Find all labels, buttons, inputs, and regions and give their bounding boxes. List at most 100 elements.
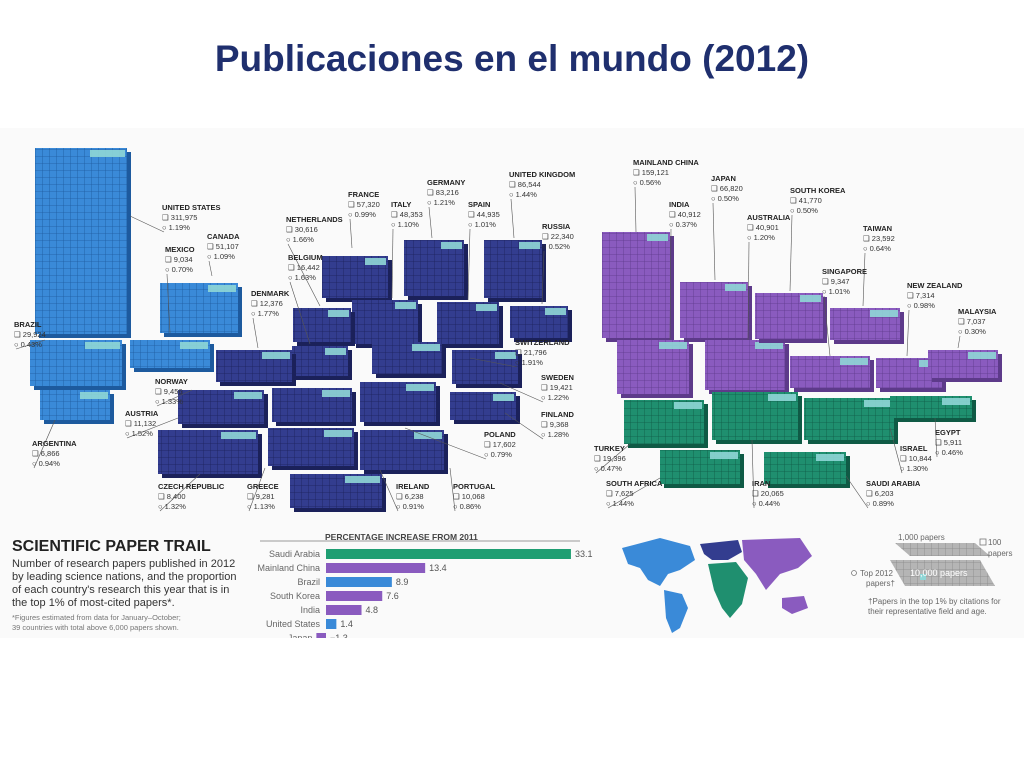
block-mexico: [130, 340, 214, 372]
bar-value-label: 7.6: [386, 591, 399, 601]
country-name: ISRAEL: [900, 444, 928, 453]
block-belgium: [292, 346, 352, 380]
legend-note-line: their representative field and age.: [868, 607, 987, 616]
country-name: SOUTH KOREA: [790, 186, 846, 195]
leader-line: [404, 427, 487, 460]
country-top-percent: ○ 1.19%: [162, 223, 190, 232]
country-top-percent: ○ 0.43%: [14, 340, 42, 349]
country-top-percent: ○ 0.46%: [935, 448, 963, 457]
country-name: IRELAND: [396, 482, 430, 491]
block-top-cells: [659, 342, 687, 349]
country-name: TURKEY: [594, 444, 625, 453]
block-top-cells: [840, 358, 868, 365]
block-netherlands: [293, 308, 355, 346]
bar-india: [326, 605, 362, 615]
map-asia: [742, 538, 812, 590]
leader-line: [747, 241, 750, 341]
leader-line: [499, 382, 544, 403]
country-name: SWEDEN: [541, 373, 574, 382]
block-face: [404, 240, 464, 296]
block-top-cells: [674, 402, 702, 409]
country-top-percent: ○ 0.47%: [594, 464, 622, 473]
block-top-cells: [493, 394, 514, 401]
country-papers: ❑ 9,281: [247, 492, 275, 501]
legend-top2012: Top 2012: [860, 569, 893, 578]
block-top-cells: [710, 452, 738, 459]
block-united-states: [35, 148, 131, 338]
label-south-africa: SOUTH AFRICA❑ 7,625○ 1.44%: [606, 477, 663, 509]
country-top-percent: ○ 0.37%: [669, 220, 697, 229]
legend-ten-thousand-block: [890, 560, 995, 586]
label-italy: ITALY❑ 48,353○ 1.10%: [391, 200, 423, 299]
block-germany: [404, 240, 468, 300]
block-top-cells: [755, 342, 783, 349]
block-top-cells: [864, 400, 892, 407]
block-top-cells: [870, 310, 898, 317]
leader-line: [906, 309, 910, 357]
country-papers: ❑ 10,844: [900, 454, 932, 463]
country-name: GERMANY: [427, 178, 465, 187]
block-ireland: [360, 430, 448, 474]
block-top-cells: [262, 352, 290, 359]
block-france: [322, 256, 392, 302]
country-papers: ❑ 19,421: [541, 383, 573, 392]
country-papers: ❑ 159,121: [633, 168, 669, 177]
leader-line: [467, 228, 471, 301]
label-czech-republic: CZECH REPUBLIC❑ 8,400○ 1.32%: [158, 473, 225, 512]
block-top-cells: [942, 398, 970, 405]
country-top-percent: ○ 0.64%: [863, 244, 891, 253]
label-france: FRANCE❑ 57,320○ 0.99%: [348, 190, 380, 249]
country-top-percent: ○ 1.63%: [288, 273, 316, 282]
country-top-percent: ○ 0.91%: [396, 502, 424, 511]
legend-top2012-papers: papers†: [866, 579, 895, 588]
block-top-cells: [365, 258, 386, 265]
block-top-cells: [647, 234, 668, 241]
country-name: PORTUGAL: [453, 482, 496, 491]
country-papers: ❑ 30,616: [286, 225, 318, 234]
bar-category-label: Brazil: [297, 577, 320, 587]
map-europe: [700, 540, 742, 560]
leader-line: [957, 335, 961, 349]
country-name: SINGAPORE: [822, 267, 867, 276]
country-name: RUSSIA: [542, 222, 571, 231]
country-papers: ❑ 86,544: [509, 180, 541, 189]
country-name: MAINLAND CHINA: [633, 158, 699, 167]
trail-desc-line: by leading science nations, and the prop…: [12, 571, 236, 583]
leader-line: [595, 443, 631, 474]
legend-top-cell: [920, 574, 926, 580]
leader-line: [669, 228, 672, 341]
country-top-percent: ○ 1.01%: [822, 287, 850, 296]
leader-line: [823, 295, 831, 357]
label-israel: ISRAEL❑ 10,844○ 1.30%: [889, 427, 932, 474]
country-name: SWITZERLAND: [515, 338, 570, 347]
bar-south-korea: [326, 591, 383, 601]
label-turkey: TURKEY❑ 19,396○ 0.47%: [594, 443, 631, 474]
country-name: POLAND: [484, 430, 516, 439]
label-taiwan: TAIWAN❑ 23,592○ 0.64%: [862, 224, 895, 307]
country-top-percent: ○ 0.98%: [907, 301, 935, 310]
country-top-percent: ○ 1.10%: [391, 220, 419, 229]
label-switzerland: SWITZERLAND❑ 21,796○ 1.91%: [469, 338, 570, 368]
country-papers: ❑ 44,935: [468, 210, 500, 219]
leader-line: [208, 260, 213, 277]
leader-line: [934, 417, 938, 458]
block-india: [617, 340, 693, 398]
block-top-cells: [208, 285, 236, 292]
country-name: NETHERLANDS: [286, 215, 343, 224]
label-singapore: SINGAPORE❑ 9,347○ 1.01%: [822, 267, 867, 357]
trail-footnote-line: 39 countries with total above 6,000 pape…: [12, 623, 179, 632]
label-austria: AUSTRIA❑ 11,132○ 1.52%: [125, 409, 179, 439]
country-top-percent: ○ 1.44%: [509, 190, 537, 199]
block-turkey: [624, 400, 708, 448]
block-top-cells: [495, 352, 516, 359]
block-australia: [705, 340, 789, 394]
block-top-cells: [406, 384, 434, 391]
block-top-cells: [90, 150, 125, 157]
label-greece: GREECE❑ 9,281○ 1.13%: [247, 467, 279, 512]
leader-line: [15, 339, 46, 350]
block-brazil: [30, 340, 126, 390]
country-name: SPAIN: [468, 200, 490, 209]
block-iran: [712, 392, 802, 444]
block-egypt: [890, 396, 976, 422]
block-top-cells: [234, 392, 262, 399]
